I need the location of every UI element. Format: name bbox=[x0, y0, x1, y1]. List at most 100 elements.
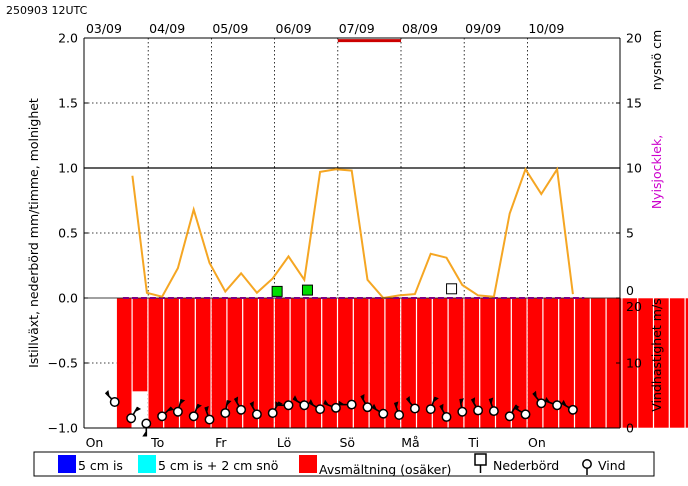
right-upper-tick-label: 0 bbox=[626, 283, 634, 298]
melt-bar bbox=[132, 297, 148, 392]
run-label: 250903 12UTC bbox=[6, 4, 88, 17]
wind-flag bbox=[142, 430, 147, 437]
legend-label: 5 cm is + 2 cm snö bbox=[158, 458, 278, 473]
wind-dot bbox=[567, 404, 578, 415]
top-date-label: 04/09 bbox=[149, 21, 185, 36]
precip-marker bbox=[301, 284, 313, 296]
left-tick-label: −1.0 bbox=[48, 421, 78, 436]
wind-flag bbox=[372, 403, 378, 411]
right-lower-tick-label: 10 bbox=[626, 356, 642, 371]
weekday-label: Sö bbox=[339, 435, 355, 450]
wind-flag bbox=[196, 404, 202, 410]
wind-flag bbox=[471, 397, 476, 405]
wind-flag bbox=[561, 399, 567, 407]
legend-wind-icon bbox=[582, 459, 592, 469]
legend-label: Nederbörd bbox=[493, 458, 559, 473]
wind-dot bbox=[394, 410, 405, 420]
left-tick-label: 1.5 bbox=[58, 96, 78, 111]
top-date-label: 06/09 bbox=[276, 21, 312, 36]
weekday-label: On bbox=[86, 435, 104, 450]
melt-bar bbox=[527, 297, 543, 429]
wind-dot bbox=[251, 409, 262, 420]
wind-flag bbox=[134, 406, 142, 413]
melt-bar bbox=[384, 297, 401, 429]
legend-box bbox=[33, 451, 655, 477]
wind-dot bbox=[267, 408, 278, 418]
wind-flag bbox=[205, 405, 209, 413]
right-upper-tick-label: 20 bbox=[626, 31, 642, 46]
wind-flag bbox=[406, 395, 411, 404]
weekday-label: On bbox=[528, 435, 546, 450]
melt-bar bbox=[179, 297, 196, 429]
weekday-label: Fr bbox=[215, 435, 227, 450]
wind-dot bbox=[188, 411, 199, 422]
precip-markers bbox=[271, 283, 458, 297]
wind-dot bbox=[441, 412, 452, 422]
wind-markers bbox=[104, 389, 578, 437]
left-tick-label: 0.5 bbox=[58, 226, 78, 241]
right-lower-tick-label: 0 bbox=[626, 421, 634, 436]
wind-flag bbox=[275, 401, 282, 406]
melt-bar bbox=[195, 297, 212, 429]
wind-dot bbox=[283, 400, 294, 411]
wind-flag bbox=[489, 397, 494, 405]
wind-dot bbox=[109, 397, 120, 407]
legend-swatch bbox=[299, 455, 317, 473]
melt-bars bbox=[116, 297, 688, 429]
top-date-label: 05/09 bbox=[212, 21, 248, 36]
weekday-label: Lö bbox=[277, 435, 291, 450]
wind-dot bbox=[126, 413, 137, 424]
wind-flag bbox=[532, 390, 537, 398]
wind-flag bbox=[460, 398, 464, 405]
top-date-label: 03/09 bbox=[86, 21, 122, 36]
wind-dot bbox=[172, 406, 183, 417]
weekday-label: Må bbox=[401, 435, 419, 450]
wind-dot bbox=[473, 405, 484, 416]
left-axis-label: Istillväxt, nederbörd mm/timme, molnighe… bbox=[26, 98, 41, 368]
right-axis-label-wind: Vindhastighet m/s bbox=[649, 298, 664, 411]
top-date-label: 08/09 bbox=[402, 21, 438, 36]
wind-dot bbox=[378, 408, 389, 419]
wind-flag bbox=[293, 395, 299, 402]
wind-flag bbox=[323, 399, 330, 406]
melt-bar bbox=[669, 297, 686, 429]
left-tick-label: 1.0 bbox=[58, 161, 78, 176]
wind-flag bbox=[338, 400, 345, 405]
wind-dot bbox=[299, 400, 310, 411]
left-tick-label: 2.0 bbox=[58, 31, 78, 46]
wind-dot bbox=[457, 406, 468, 417]
left-tick-label: 0.0 bbox=[58, 291, 78, 306]
wind-flag bbox=[250, 401, 254, 409]
right-upper-tick-label: 15 bbox=[626, 96, 642, 111]
melt-bar bbox=[590, 297, 607, 429]
wind-dot bbox=[330, 402, 341, 413]
weekday-label: Ti bbox=[467, 435, 479, 450]
wind-dot bbox=[204, 414, 215, 425]
left-axis-ticks: 2.0 1.5 1.0 0.5 0.0 −0.5 −1.0 bbox=[48, 31, 88, 436]
wind-flag bbox=[234, 396, 239, 404]
wind-dot bbox=[409, 403, 420, 414]
weekday-label: To bbox=[150, 435, 164, 450]
wind-dot bbox=[157, 411, 168, 422]
wind-flag bbox=[440, 403, 444, 411]
melt-bar bbox=[653, 297, 670, 429]
legend-label: Vind bbox=[598, 458, 626, 473]
wind-flag bbox=[361, 393, 365, 402]
right-upper-tick-label: 5 bbox=[626, 226, 634, 241]
legend-label: 5 cm is bbox=[78, 458, 123, 473]
top-date-labels: 03/09 04/09 05/09 06/09 07/09 08/09 09/09 10/09 bbox=[86, 21, 564, 36]
right-upper-tick-label: 10 bbox=[626, 161, 642, 176]
wind-dot bbox=[504, 411, 515, 422]
precip-marker bbox=[446, 283, 458, 295]
precip-marker bbox=[271, 285, 283, 297]
legend-swatch bbox=[58, 455, 76, 473]
wind-dot bbox=[315, 404, 326, 415]
weekday-labels: On To Fr Lö Sö Må Ti On bbox=[86, 435, 546, 450]
data-lines bbox=[122, 39, 585, 300]
wind-dot bbox=[488, 406, 499, 417]
wind-dot bbox=[552, 400, 563, 411]
wind-flag bbox=[394, 401, 399, 409]
melt-bar bbox=[147, 297, 164, 429]
